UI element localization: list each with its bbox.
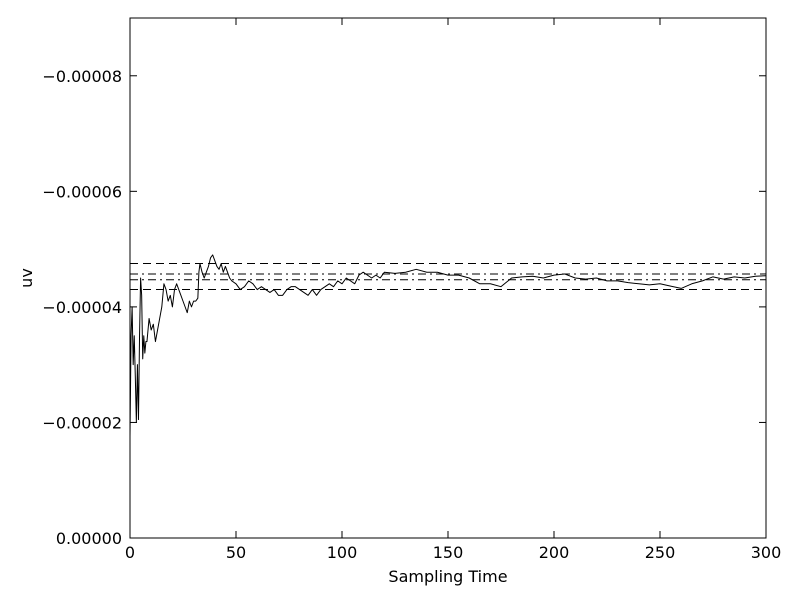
x-tick-label: 0 bbox=[125, 543, 135, 562]
y-tick-label: −0.00008 bbox=[42, 67, 122, 86]
x-tick-label: 100 bbox=[327, 543, 358, 562]
x-tick-label: 200 bbox=[539, 543, 570, 562]
x-axis-label: Sampling Time bbox=[388, 567, 507, 586]
y-tick-label: −0.00006 bbox=[42, 182, 122, 201]
plot-frame bbox=[129, 17, 767, 539]
series-line-main bbox=[129, 254, 767, 437]
x-tick-label: 300 bbox=[751, 543, 782, 562]
y-tick-label: 0.00000 bbox=[56, 529, 122, 548]
series-layer bbox=[129, 254, 767, 437]
x-tick-label: 250 bbox=[645, 543, 676, 562]
x-tick-label: 50 bbox=[226, 543, 246, 562]
y-tick-label: −0.00002 bbox=[42, 413, 122, 432]
y-axis-label: uv bbox=[17, 268, 36, 288]
ticks-layer: 0 50 100 150 200 250 300 0.00000 −0.00002 −0.0000… bbox=[42, 18, 781, 562]
x-tick-label: 150 bbox=[433, 543, 464, 562]
y-tick-label: −0.00004 bbox=[42, 298, 122, 317]
